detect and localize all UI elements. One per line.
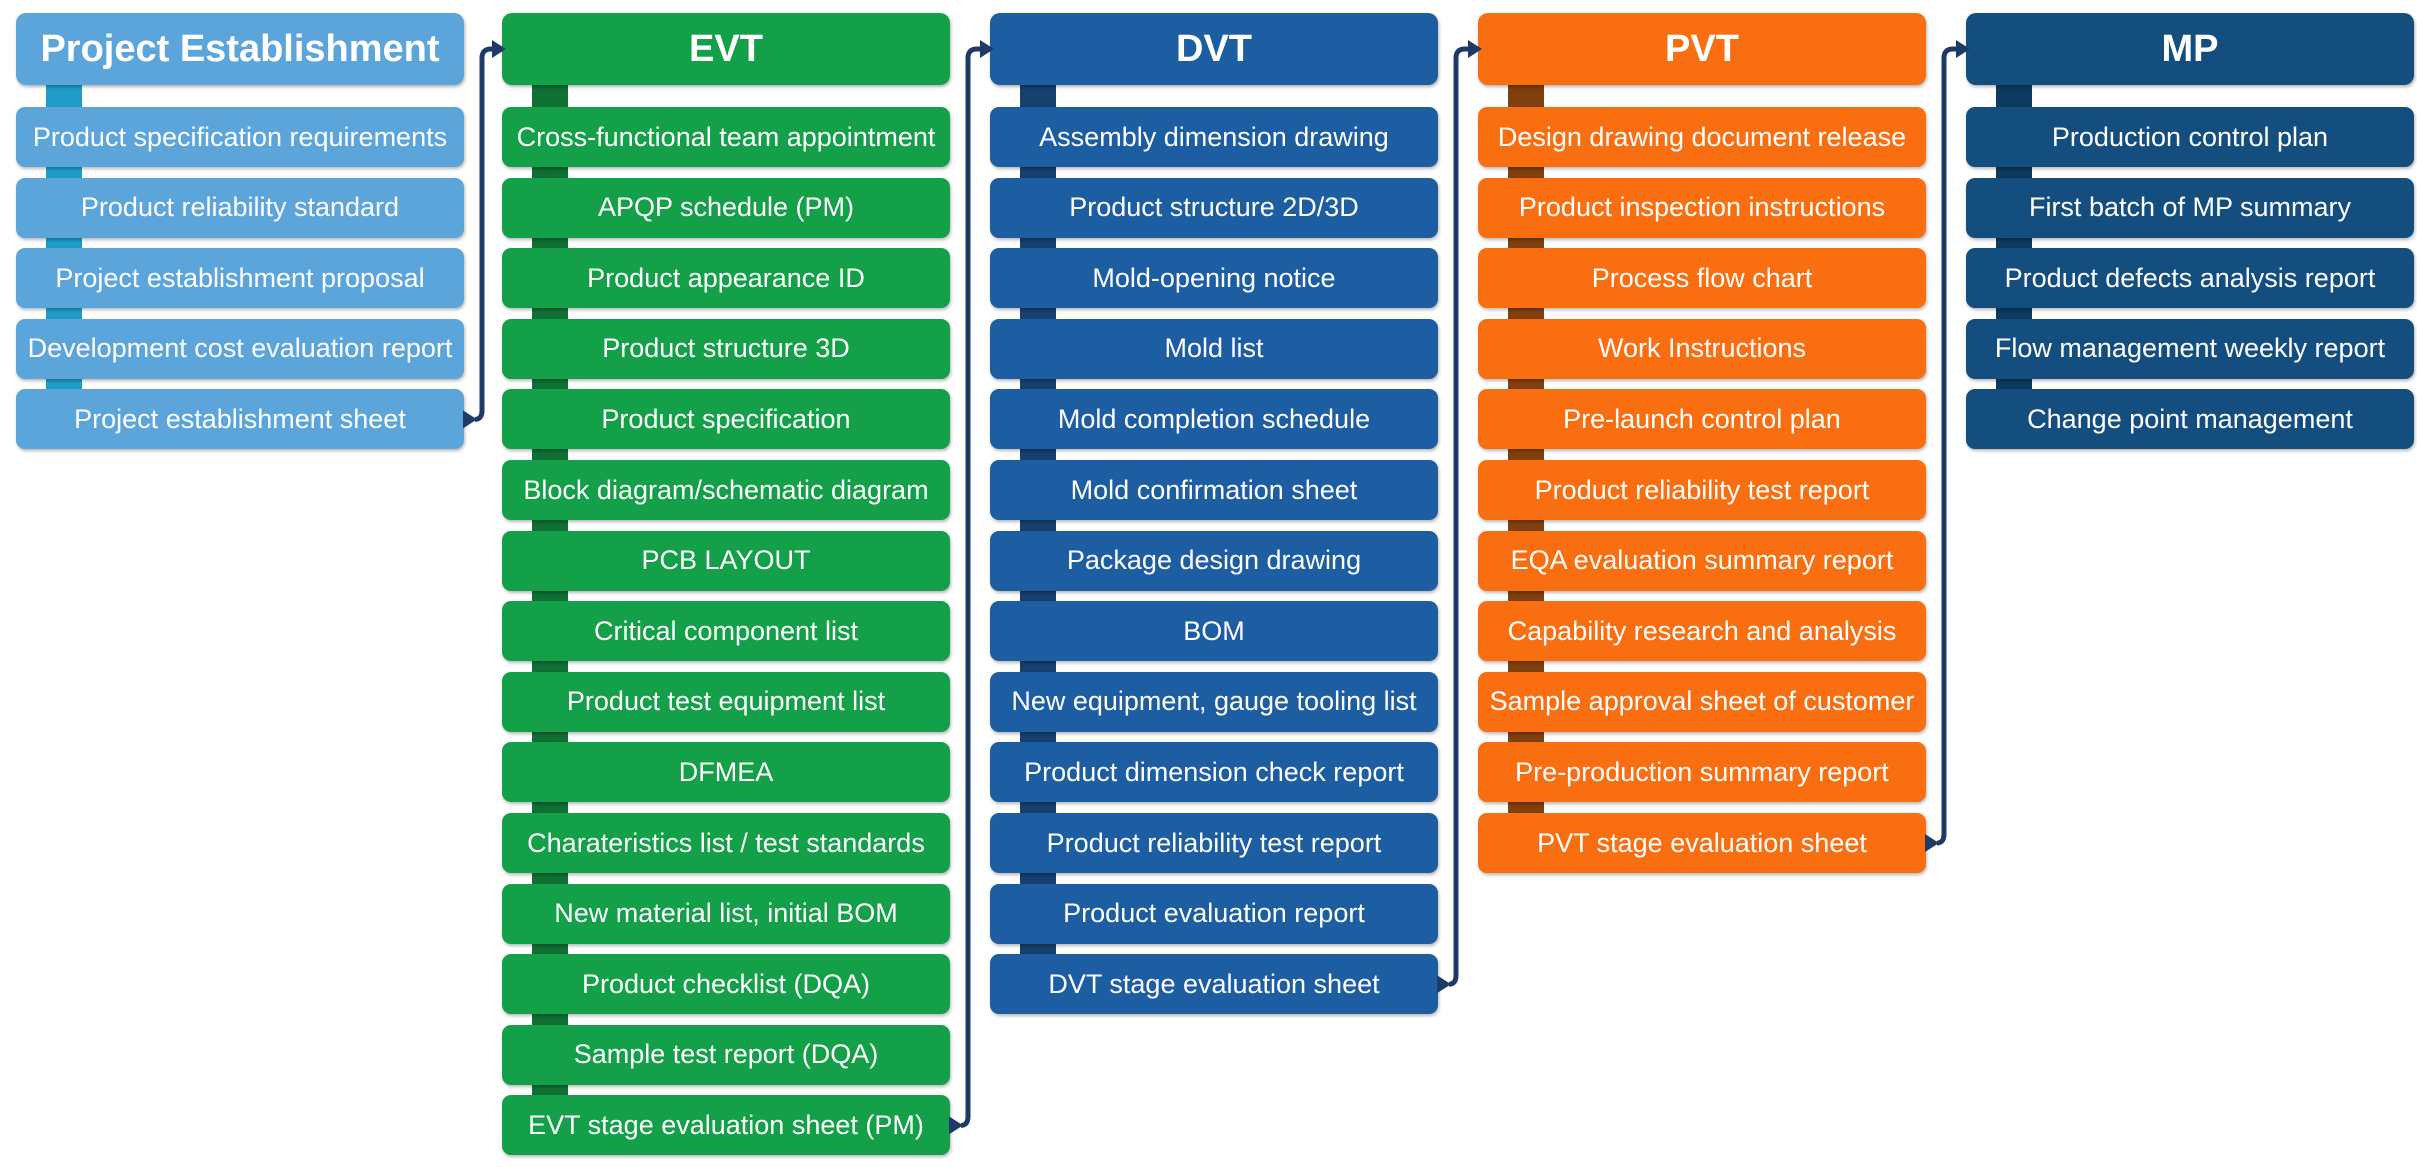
deliverable-item: Product appearance ID	[502, 248, 950, 309]
deliverable-item: Product reliability test report	[1478, 460, 1926, 520]
deliverable-item: New material list, initial BOM	[502, 883, 950, 944]
deliverable-item: Mold completion schedule	[990, 389, 1438, 450]
deliverable-item: Cross-functional team appointment	[502, 107, 950, 167]
connector-evt-to-dvt	[949, 40, 994, 1135]
arrowhead-out-icon	[1925, 834, 1939, 852]
arrowhead-out-icon	[1437, 975, 1451, 994]
phase-column-dvt: DVT Assembly dimension drawing Product st…	[990, 0, 1438, 1167]
deliverable-item: Product specification requirements	[16, 107, 464, 167]
deliverable-item: Pre-production summary report	[1478, 742, 1926, 803]
deliverable-item: Project establishment sheet	[16, 389, 464, 450]
deliverable-item: Product reliability standard	[16, 177, 464, 238]
deliverable-item: Product checklist (DQA)	[502, 954, 950, 1015]
item-connector-tab	[46, 83, 82, 109]
phase-column-pvt: PVT Design drawing document release Produ…	[1478, 0, 1926, 1167]
deliverable-item: EQA evaluation summary report	[1478, 530, 1926, 591]
item-connector-tab	[1020, 83, 1056, 109]
phase-column-evt: EVT Cross-functional team appointment APQ…	[502, 0, 950, 1167]
deliverable-item: Process flow chart	[1478, 248, 1926, 309]
phase-header-evt: EVT	[502, 13, 950, 85]
deliverable-item: EVT stage evaluation sheet (PM)	[502, 1095, 950, 1156]
connector-pvt-to-mp	[1925, 40, 1970, 852]
deliverable-item: Mold confirmation sheet	[990, 460, 1438, 520]
deliverable-item: Mold list	[990, 318, 1438, 379]
deliverable-item: Mold-opening notice	[990, 248, 1438, 309]
deliverable-item: Pre-launch control plan	[1478, 389, 1926, 450]
item-connector-tab	[1996, 83, 2032, 109]
deliverable-item: Work Instructions	[1478, 318, 1926, 379]
deliverable-item: APQP schedule (PM)	[502, 177, 950, 238]
connector-project-establishment-to-evt	[463, 40, 506, 429]
deliverable-item: Assembly dimension drawing	[990, 107, 1438, 167]
deliverable-item: New equipment, gauge tooling list	[990, 671, 1438, 732]
deliverable-item: PVT stage evaluation sheet	[1478, 813, 1926, 873]
deliverable-item: Product defects analysis report	[1966, 248, 2414, 309]
deliverable-item: Product specification	[502, 389, 950, 450]
deliverable-item: Capability research and analysis	[1478, 601, 1926, 662]
phase-header-project-establishment: Project Establishment	[16, 13, 464, 85]
deliverable-item: Sample test report (DQA)	[502, 1024, 950, 1085]
deliverable-item: First batch of MP summary	[1966, 177, 2414, 238]
deliverable-item: Product evaluation report	[990, 883, 1438, 944]
deliverable-item: Critical component list	[502, 601, 950, 662]
deliverable-item: Product test equipment list	[502, 671, 950, 732]
deliverable-item: Block diagram/schematic diagram	[502, 460, 950, 520]
deliverable-item: Development cost evaluation report	[16, 318, 464, 379]
deliverable-item: Production control plan	[1966, 107, 2414, 167]
deliverable-item: Sample approval sheet of customer	[1478, 671, 1926, 732]
deliverable-item: Change point management	[1966, 389, 2414, 450]
deliverable-item: Project establishment proposal	[16, 248, 464, 309]
deliverable-item: Flow management weekly report	[1966, 318, 2414, 379]
arrowhead-out-icon	[463, 410, 477, 429]
connector-dvt-to-pvt	[1437, 40, 1482, 994]
phase-header-dvt: DVT	[990, 13, 1438, 85]
item-connector-tab	[1508, 83, 1544, 109]
phase-header-pvt: PVT	[1478, 13, 1926, 85]
deliverable-item: Package design drawing	[990, 530, 1438, 591]
deliverable-item: Charateristics list / test standards	[502, 813, 950, 873]
deliverable-item: BOM	[990, 601, 1438, 662]
deliverable-item: Product dimension check report	[990, 742, 1438, 803]
deliverable-item: Product inspection instructions	[1478, 177, 1926, 238]
deliverable-item: DFMEA	[502, 742, 950, 803]
phase-column-mp: MP Production control plan First batch of…	[1966, 0, 2414, 1167]
phase-header-mp: MP	[1966, 13, 2414, 85]
item-connector-tab	[532, 83, 568, 109]
deliverable-item: Design drawing document release	[1478, 107, 1926, 167]
phase-column-project-establishment: Project Establishment Product specificat…	[16, 0, 464, 1167]
deliverable-item: Product structure 2D/3D	[990, 177, 1438, 238]
deliverable-item: DVT stage evaluation sheet	[990, 954, 1438, 1015]
deliverable-item: Product structure 3D	[502, 318, 950, 379]
deliverable-item: PCB LAYOUT	[502, 530, 950, 591]
deliverable-item: Product reliability test report	[990, 813, 1438, 873]
arrowhead-out-icon	[949, 1116, 963, 1135]
